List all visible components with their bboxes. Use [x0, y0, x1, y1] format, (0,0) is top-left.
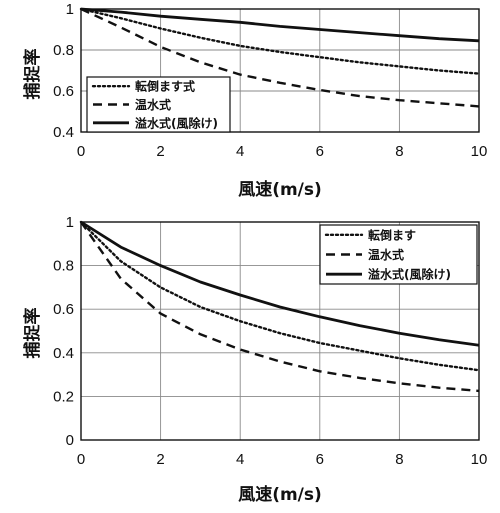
chart1-legend-label-1: 転倒ます式 — [135, 79, 195, 94]
chart2-y-tick-label: 0.2 — [53, 388, 74, 405]
chart1-y-tick-label: 0.6 — [53, 83, 74, 100]
chart2-legend-label-2: 温水式 — [368, 247, 404, 262]
chart1-series-line-1 — [79, 7, 481, 75]
chart1-x-tick-label: 4 — [236, 143, 244, 160]
chart2-x-tick-label: 4 — [236, 451, 244, 468]
chart1-y-tick-label: 1 — [66, 1, 74, 18]
chart1-x-tick-label: 8 — [395, 143, 403, 160]
chart1-plot-frame — [80, 8, 480, 133]
chart2-x-tick-label: 0 — [77, 451, 85, 468]
chart1-legend-label-2: 温水式 — [135, 97, 171, 112]
chart2-series-line-1 — [79, 220, 481, 372]
chart2-x-tick-label: 8 — [395, 451, 403, 468]
chart2-y-tick-label: 0 — [66, 432, 74, 449]
chart1-x-axis-label: 風速(m/s) — [238, 179, 322, 200]
chart2-x-tick-label: 10 — [471, 451, 488, 468]
chart2-y-tick-label: 0.8 — [53, 258, 74, 275]
chart1-series-line-3 — [80, 7, 480, 43]
chart2-legend-label-3: 溢水式(風除け) — [368, 267, 451, 282]
chart2-y-tick-label: 0.4 — [53, 345, 74, 362]
chart2-y-axis-label: 捕捉率 — [22, 308, 43, 359]
chart1-series-line-2 — [80, 7, 480, 108]
chart2-series-line-3 — [80, 220, 480, 347]
chart1-legend-label-3: 溢水式(風除け) — [135, 115, 218, 130]
chart1-x-tick-label: 10 — [471, 143, 488, 160]
chart2-plot-frame — [80, 221, 480, 441]
chart2-y-tick-label: 0.6 — [53, 301, 74, 318]
chart1-y-tick-label: 0.4 — [53, 124, 74, 141]
chart1-y-axis-label: 捕捉率 — [22, 49, 43, 100]
chart2-x-axis-label: 風速(m/s) — [238, 484, 322, 505]
chart2-x-tick-label: 6 — [316, 451, 324, 468]
chart1-x-tick-label: 0 — [77, 143, 85, 160]
chart2-y-tick-label: 1 — [66, 214, 74, 231]
chart1-x-tick-label: 6 — [316, 143, 324, 160]
chart2-x-tick-label: 2 — [156, 451, 164, 468]
chart1-y-tick-label: 0.8 — [53, 42, 74, 59]
chart1-x-tick-label: 2 — [156, 143, 164, 160]
chart2-legend-label-1: 転倒ます — [368, 227, 416, 242]
